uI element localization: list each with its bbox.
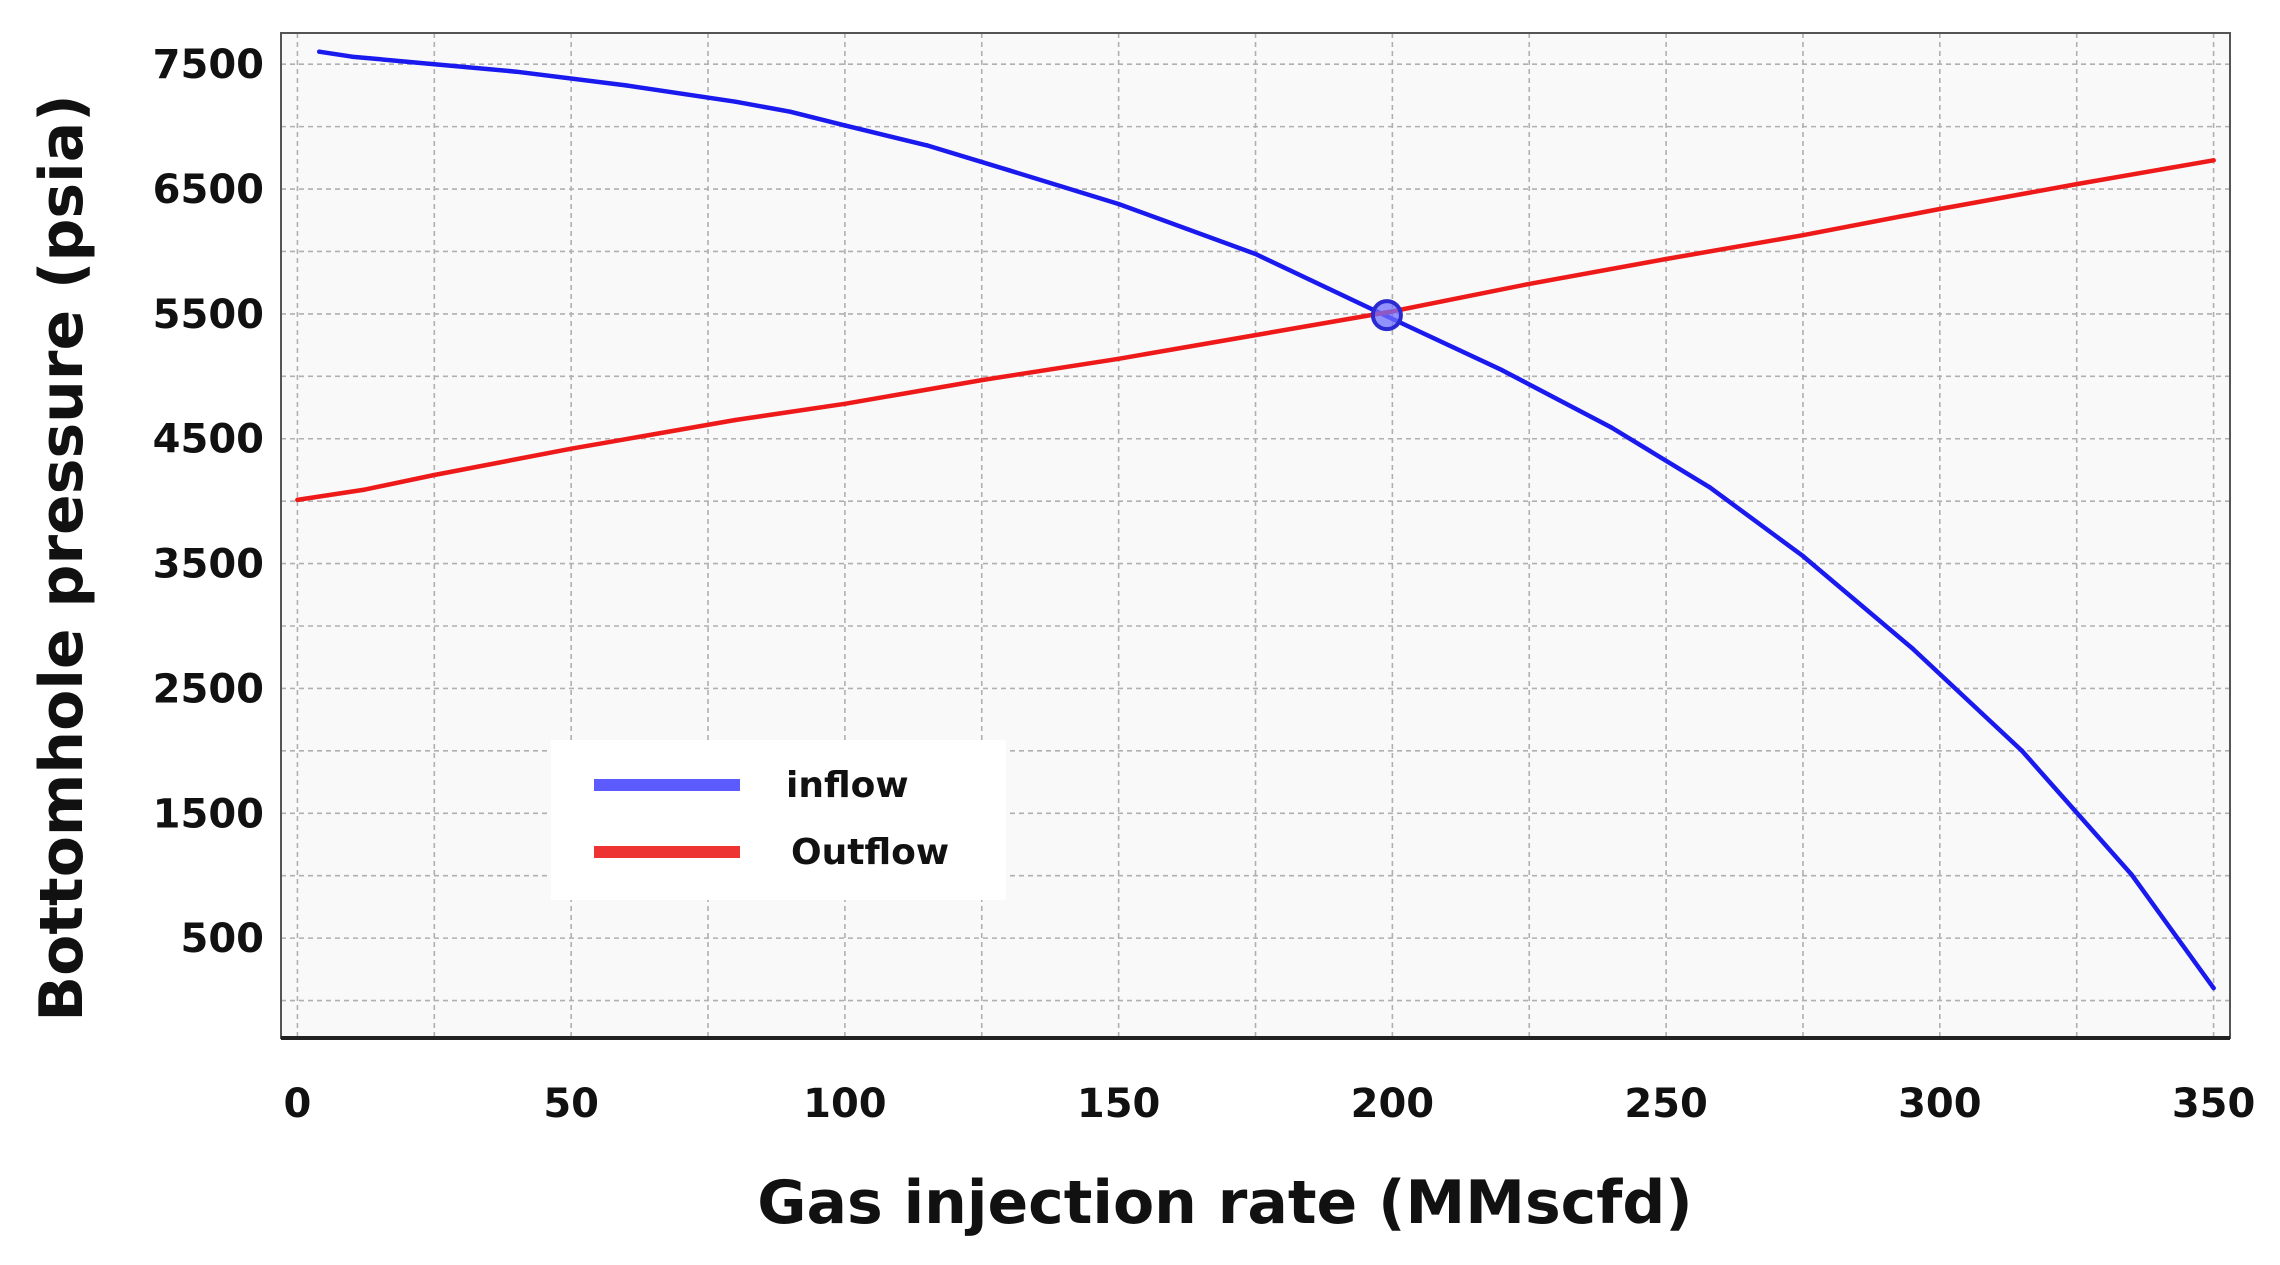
y-tick-label: 2500: [153, 666, 264, 712]
intersection-marker: [1370, 299, 1403, 332]
series-layer: [295, 49, 2216, 991]
data-point-outflow: [568, 446, 574, 451]
y-tick-label: 7500: [153, 42, 264, 88]
data-point-inflow: [1910, 646, 1915, 651]
x-tick-label: 250: [1624, 1081, 1708, 1127]
x-tick-label: 300: [1898, 1081, 1982, 1127]
x-tick-label: 50: [543, 1081, 599, 1127]
data-point-inflow: [1006, 168, 1012, 173]
series-line-outflow: [295, 158, 2216, 503]
data-point-inflow: [2019, 748, 2025, 754]
y-tick-label: 3500: [153, 542, 264, 588]
tick-layer: 0 50 100 150 200 250 300 350 500 1500 2500 3500 4500…: [153, 42, 2256, 1127]
data-point-outflow: [733, 417, 738, 423]
data-point-inflow: [1253, 251, 1258, 257]
data-point-outflow: [979, 377, 984, 383]
x-tick-label: 150: [1077, 1081, 1161, 1127]
y-tick-label: 5500: [153, 292, 264, 338]
data-point-outflow: [1800, 233, 1806, 238]
data-point-inflow: [924, 143, 930, 148]
data-point-outflow: [432, 472, 437, 478]
x-tick-label: 350: [2172, 1081, 2256, 1127]
data-point-inflow: [1609, 425, 1614, 430]
x-tick-label: 200: [1351, 1081, 1435, 1127]
data-point-outflow: [295, 497, 300, 503]
y-tick-label: 1500: [153, 791, 264, 837]
x-tick-label: 0: [284, 1081, 312, 1127]
y-axis-title: Bottomhole pressure (psia): [27, 94, 97, 1021]
legend-box: [551, 740, 1006, 900]
data-point-outflow: [1116, 356, 1121, 362]
legend-label-inflow: inflow: [786, 765, 909, 806]
data-point-inflow: [842, 123, 848, 128]
data-point-inflow: [514, 69, 519, 74]
data-point-outflow: [1937, 206, 1943, 212]
data-point-inflow: [1800, 553, 1806, 559]
x-tick-label: 100: [803, 1081, 887, 1127]
data-point-outflow: [360, 487, 366, 493]
data-point-inflow: [2211, 985, 2216, 991]
data-point-inflow: [787, 109, 793, 114]
data-point-outflow: [1253, 332, 1258, 338]
data-point-outflow: [1527, 281, 1532, 287]
data-point-inflow: [2129, 872, 2134, 877]
data-point-outflow: [2211, 158, 2216, 163]
data-point-inflow: [1116, 201, 1121, 207]
data-point-inflow: [623, 83, 629, 88]
x-axis-title: Gas injection rate (MMscfd): [757, 1168, 1692, 1238]
data-point-inflow: [1707, 485, 1713, 490]
data-point-inflow: [317, 49, 322, 54]
data-point-inflow: [1499, 367, 1505, 373]
data-point-inflow: [404, 59, 410, 64]
data-point-inflow: [733, 99, 738, 104]
y-tick-label: 6500: [153, 167, 264, 213]
data-point-outflow: [2074, 181, 2079, 187]
data-point-outflow: [842, 401, 848, 406]
data-point-outflow: [1663, 256, 1669, 262]
data-point-inflow: [349, 54, 355, 59]
y-tick-label: 4500: [153, 417, 264, 463]
legend: inflow Outflow: [551, 740, 1006, 900]
legend-label-outflow: Outflow: [791, 832, 949, 873]
y-tick-label: 500: [181, 916, 265, 962]
